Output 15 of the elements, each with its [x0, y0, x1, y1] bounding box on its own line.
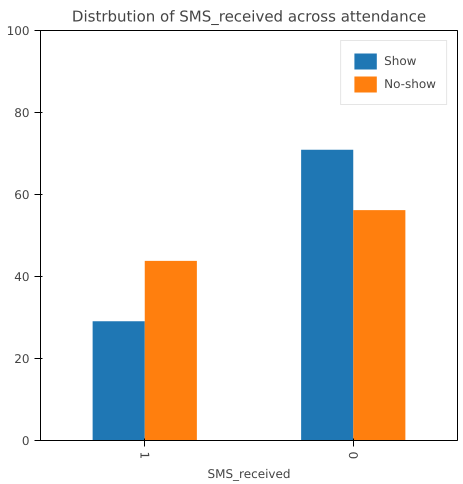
y-tick-label: 100 — [6, 24, 30, 38]
chart-title: Distrbution of SMS_received across attendance — [72, 8, 426, 26]
legend-label: Show — [384, 54, 416, 68]
bar — [92, 321, 145, 440]
x-axis-title: SMS_received — [207, 467, 291, 482]
bar — [301, 150, 354, 440]
bar — [144, 260, 197, 440]
y-tick-label: 40 — [14, 270, 30, 284]
legend-label: No-show — [384, 77, 436, 91]
y-tick-label: 0 — [22, 434, 30, 448]
y-tick-label: 60 — [14, 188, 30, 202]
bar — [353, 210, 406, 440]
y-tick-label: 20 — [14, 352, 30, 366]
x-tick-label: 1 — [137, 452, 152, 460]
y-tick-label: 80 — [14, 106, 30, 120]
